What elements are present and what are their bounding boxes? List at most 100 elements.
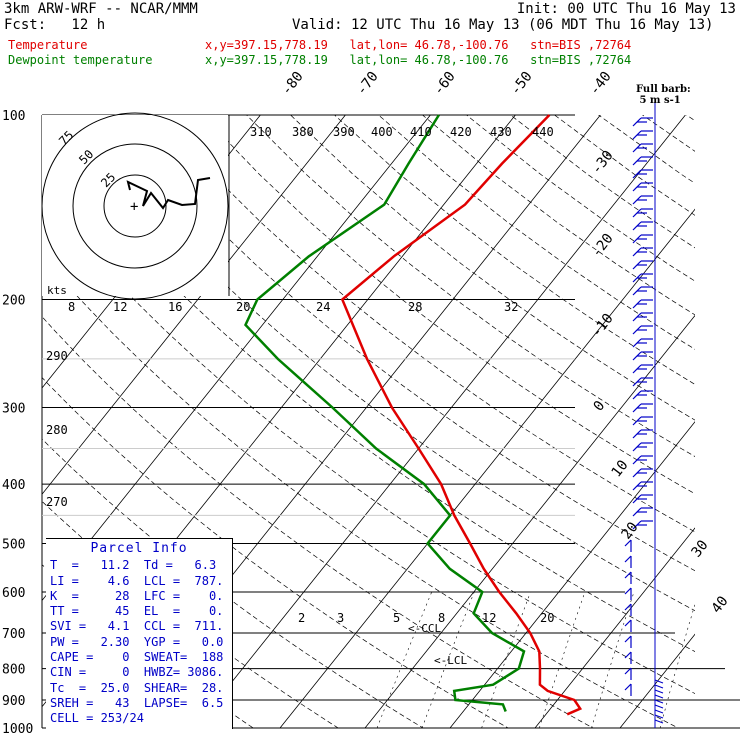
parcel-info-title: Parcel Info	[90, 541, 188, 556]
lcl-marker: <-LCL	[434, 654, 467, 667]
pressure-tick-label: 400	[2, 478, 25, 493]
dry-adiabat	[42, 255, 679, 728]
ccl-marker: <-CCL	[408, 622, 441, 635]
dry-adiabat-label: 280	[46, 423, 68, 437]
wind-barb	[632, 117, 653, 127]
theta-label: 310	[250, 125, 272, 139]
hodograph-units: kts	[47, 284, 67, 297]
dewpoint-location: x,y=397.15,778.19 lat,lon= 46.78,-100.76…	[205, 53, 632, 67]
low-mixing-ratio-label: 2	[298, 611, 305, 625]
pressure-tick-label: 200	[2, 294, 25, 309]
parcel-info-row: SVI = 4.1 CCL = 711.	[50, 619, 224, 634]
dewpoint-profile	[244, 114, 526, 712]
wind-barb	[632, 273, 653, 283]
theta-label: 400	[371, 125, 393, 139]
wind-barb	[654, 709, 664, 714]
valid-time: Valid: 12 UTC Thu 16 May 13 (06 MDT Thu …	[292, 17, 714, 33]
wind-barb	[632, 364, 653, 374]
wind-barb	[632, 403, 653, 413]
dry-adiabat	[114, 115, 695, 572]
dry-adiabat	[686, 115, 695, 122]
isotherm-label: 30	[689, 537, 712, 560]
wind-barb	[632, 130, 653, 140]
theta-label: 430	[490, 125, 512, 139]
low-mixing-ratio-label: 20	[540, 611, 554, 625]
parcel-info-row: T = 11.2 Td = 6.3	[50, 558, 217, 573]
isotherm-label: 10	[609, 457, 632, 480]
wind-barb	[624, 635, 632, 648]
isotherm-label: -30	[589, 148, 617, 178]
wind-barb	[654, 689, 664, 694]
pressure-tick-label: 100	[2, 109, 25, 124]
wind-barb	[632, 260, 653, 270]
parcel-info-row: LI = 4.6 LCL = 787.	[50, 573, 224, 588]
pressure-tick-label: 900	[2, 694, 25, 709]
isotherm-label: -50	[508, 69, 536, 99]
wind-barb	[624, 587, 632, 600]
dry-adiabat	[466, 115, 695, 282]
mixing-ratio-label: 20	[236, 300, 250, 314]
wind-barb	[632, 481, 653, 491]
dry-adiabat	[158, 115, 695, 533]
wind-barb	[654, 704, 664, 709]
wind-barb	[632, 455, 653, 465]
isotherm-label: -10	[589, 311, 617, 341]
dry-adiabat	[42, 134, 695, 652]
low-mixing-ratio-label: 12	[482, 611, 496, 625]
wind-barb	[654, 694, 664, 699]
wind-barb	[624, 667, 632, 680]
mixing-ratio-line	[421, 591, 475, 728]
wind-barb	[632, 208, 653, 218]
wind-barb	[654, 719, 664, 724]
wind-barb	[632, 390, 653, 400]
mixing-ratio-line	[591, 591, 635, 728]
dewpoint-legend: Dewpoint temperature	[8, 53, 153, 67]
wind-barb	[632, 143, 653, 153]
pressure-tick-label: 1000	[2, 722, 33, 737]
isotherm-line	[279, 208, 695, 728]
wind-barb	[632, 247, 653, 257]
dry-adiabat	[510, 115, 695, 249]
parcel-info-row: Tc = 25.0 SHEAR= 28.	[50, 680, 224, 695]
hodograph-origin: +	[130, 199, 138, 215]
wind-barb	[632, 325, 653, 335]
theta-label: 410	[410, 125, 432, 139]
wind-barb	[624, 683, 632, 696]
mixing-ratio-label: 12	[113, 300, 127, 314]
wind-barb	[632, 351, 653, 361]
wind-barb	[632, 286, 653, 296]
low-mixing-ratio-label: 8	[438, 611, 445, 625]
wind-barb	[624, 555, 632, 568]
forecast-hour: Fcst: 12 h	[4, 17, 106, 33]
isotherm-line	[42, 115, 346, 495]
low-mixing-ratio-label: 5	[393, 611, 400, 625]
parcel-info-row: PW = 2.30 YGP = 0.0	[50, 634, 224, 649]
dry-adiabat-label: 290	[46, 349, 68, 363]
isotherm-label: -60	[431, 69, 459, 99]
wind-barb	[632, 156, 653, 166]
mixing-ratio-label: 28	[408, 300, 422, 314]
theta-label: 380	[292, 125, 314, 139]
dry-adiabat	[731, 115, 740, 740]
dry-adiabat	[70, 115, 695, 612]
mixing-ratio-line	[376, 591, 432, 728]
wind-barb	[632, 299, 653, 309]
wind-barb	[632, 338, 653, 348]
parcel-info-row: SREH = 43 LAPSE= 6.5	[50, 695, 224, 710]
wind-barb	[632, 416, 653, 426]
wind-barb	[632, 221, 653, 231]
dry-adiabat	[42, 376, 509, 728]
theta-label: 440	[532, 125, 554, 139]
parcel-info-row: CELL = 253/24	[50, 711, 144, 726]
parcel-info-panel: Parcel Info T = 11.2 Td = 6.3 LI = 4.6 LC…	[46, 538, 233, 729]
hodograph-ring	[103, 174, 167, 238]
dry-adiabat	[598, 115, 695, 184]
wind-barb	[632, 234, 653, 244]
mixing-ratio-line	[659, 603, 695, 728]
wind-barb	[632, 520, 653, 530]
wind-barb	[654, 684, 664, 689]
wind-barb	[624, 539, 632, 552]
temperature-profile	[340, 114, 583, 716]
wind-barb	[654, 699, 664, 704]
mixing-ratio-line	[539, 591, 586, 728]
